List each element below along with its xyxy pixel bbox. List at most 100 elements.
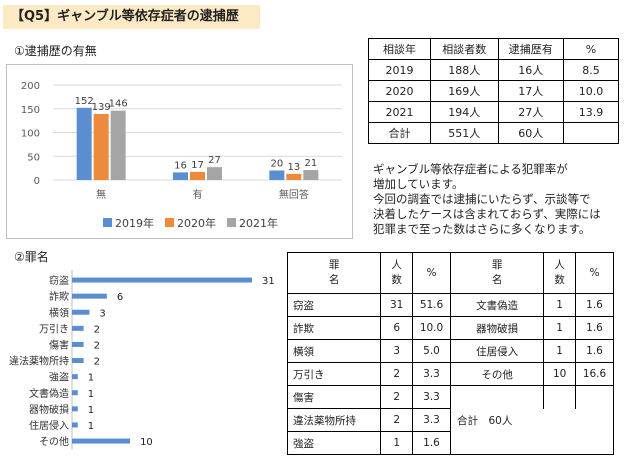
table-cell: 1 <box>543 339 577 363</box>
bar-傷害 <box>72 341 84 347</box>
table-cell: 2 <box>380 408 414 432</box>
table-cell: 強盗 <box>286 431 382 455</box>
table-row: 傷害 2 3.3 <box>286 385 614 409</box>
table-cell: 文書偽造 <box>449 293 545 317</box>
bar-横領 <box>72 309 90 315</box>
summary-table: 相談年 相談者数 逮捕歴有% 2019 188人 16人 8.5 2020 169人 17人 10.… <box>368 38 620 144</box>
bar-器物破損 <box>72 406 78 412</box>
bar-2019年 <box>173 172 188 180</box>
bar-その他 <box>72 438 131 444</box>
table-cell: 169人 <box>429 80 499 102</box>
category-label: 無 <box>96 188 106 201</box>
table-cell: 6 <box>380 316 414 340</box>
data-label: 1 <box>88 421 94 432</box>
column-header: 相談年 <box>368 38 431 60</box>
category-label: 住居侵入 <box>29 419 69 432</box>
table-cell: 188人 <box>429 59 499 81</box>
note-line: 犯罪まで至った数はさらに多くなります。 <box>373 222 591 236</box>
table-header-row: 相談年 相談者数 逮捕歴有% <box>368 38 620 60</box>
table-cell: 2021 <box>368 101 431 123</box>
data-label: 31 <box>262 276 275 287</box>
legend-swatch <box>227 218 236 227</box>
note-line: ギャンブル等依存症者による犯罪率が <box>373 162 568 176</box>
arrest-history-chart: 0 50 100 150 200 152 139 146 無 16 17 27 有 20 13 21 無回答 20… <box>6 64 353 239</box>
table-cell: 詐欺 <box>286 316 382 340</box>
data-label: 139 <box>92 102 111 113</box>
bar-詐欺 <box>72 293 107 299</box>
data-label: 21 <box>304 158 317 169</box>
bar-2021年 <box>110 110 126 180</box>
table-cell: 51.6 <box>412 293 451 317</box>
table-cell: 10.0 <box>562 80 620 102</box>
y-tick-label: 100 <box>21 129 40 140</box>
category-label: 万引き <box>39 323 69 335</box>
category-label: 無回答 <box>279 188 309 201</box>
bar-万引き <box>72 325 84 331</box>
bar-2020年 <box>286 173 302 180</box>
legend-label: 2019年 <box>115 216 154 230</box>
column-header: % <box>562 38 620 60</box>
table-cell: 住居侵入 <box>449 339 545 363</box>
crime-table: 罪 名人 数% 罪 名人 数% 窃盗 31 51.6 文書偽造 1 1.6 詐欺 6 10.0 器物破… <box>286 252 615 455</box>
table-cell: 60人 <box>497 122 564 144</box>
table-cell: 551人 <box>429 122 499 144</box>
y-tick-label: 50 <box>27 152 40 163</box>
table-cell: 17人 <box>497 80 564 102</box>
table-cell: 5.0 <box>412 339 451 363</box>
data-label: 1 <box>88 373 94 384</box>
table-cell: 3.3 <box>412 385 451 409</box>
data-label: 152 <box>75 96 94 107</box>
table-cell: 窃盗 <box>286 293 382 317</box>
table-cell: 2 <box>380 362 414 386</box>
table-cell: 2019 <box>368 59 431 81</box>
y-tick-label: 0 <box>34 176 40 187</box>
bar-違法薬物所持 <box>72 358 84 364</box>
data-label: 20 <box>270 159 283 170</box>
page-title: 【Q5】ギャンブル等依存症者の逮捕歴 <box>3 5 260 29</box>
table-cell: 1.6 <box>575 339 614 363</box>
table-cell: 3.3 <box>412 408 451 432</box>
total-cell: 合計 60人 <box>449 408 615 455</box>
bar-2021年 <box>207 167 222 180</box>
column-header: 人 数 <box>543 252 577 294</box>
table-row: 2021 194人 27人 13.9 <box>368 101 620 123</box>
table-row: 2020 169人 17人 10.0 <box>368 80 620 102</box>
column-header: 逮捕歴有 <box>497 38 564 60</box>
table-cell: 1 <box>543 316 577 340</box>
legend-label: 2020年 <box>177 216 216 230</box>
category-label: 文書偽造 <box>29 387 69 400</box>
table-cell: 10 <box>543 362 577 386</box>
category-label: 有 <box>193 188 203 201</box>
column-header: 人 数 <box>380 252 414 294</box>
table-cell: 合計 <box>368 122 431 144</box>
table-row: 万引き 2 3.3 その他 10 16.6 <box>286 362 614 386</box>
data-label: 27 <box>208 155 221 166</box>
table-cell <box>449 385 545 409</box>
data-label: 17 <box>191 160 204 171</box>
section-title-arrest-history: ①逮捕歴の有無 <box>14 44 97 58</box>
bar-文書偽造 <box>72 390 78 396</box>
table-cell: 2 <box>380 385 414 409</box>
table-row: 窃盗 31 51.6 文書偽造 1 1.6 <box>286 293 614 317</box>
table-cell: 1.6 <box>575 316 614 340</box>
table-cell <box>562 122 620 144</box>
table-cell: 器物破損 <box>449 316 545 340</box>
column-header: 罪 名 <box>286 252 382 294</box>
table-row: 2019 188人 16人 8.5 <box>368 59 620 81</box>
note-line: 今回の調査では逮捕にいたらず、示談等で <box>373 192 591 206</box>
table-cell: 1 <box>380 431 414 455</box>
table-row: 詐欺 6 10.0 器物破損 1 1.6 <box>286 316 614 340</box>
table-cell: 傷害 <box>286 385 382 409</box>
bar-窃盗 <box>72 277 252 283</box>
bar-2021年 <box>303 170 319 180</box>
category-label: 詐欺 <box>49 290 69 303</box>
bar-2019年 <box>76 107 92 180</box>
table-cell: 10.0 <box>412 316 451 340</box>
legend-swatch <box>103 218 112 227</box>
table-row: 違法薬物所持 2 3.3 合計 60人 <box>286 408 615 455</box>
column-header: 罪 名 <box>449 252 545 294</box>
note-line: 増加しています。 <box>373 177 464 191</box>
legend-label: 2021年 <box>239 216 278 230</box>
category-label: その他 <box>39 435 69 448</box>
table-row: 合計 551人 60人 <box>368 122 620 144</box>
